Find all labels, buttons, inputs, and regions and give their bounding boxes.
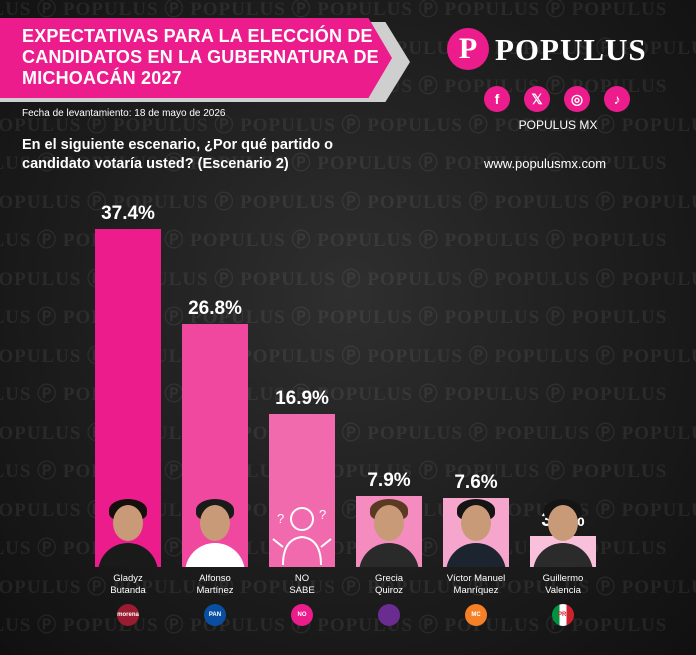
candidate-name-line: Víctor Manuel [446, 573, 506, 584]
party-logo: MC [465, 604, 487, 626]
watermark-row: Ⓟ POPULUS Ⓟ POPULUS Ⓟ POPULUS Ⓟ POPULUS … [0, 230, 668, 251]
party-logo: PRI [552, 604, 574, 626]
candidate-name-line: Grecia [375, 573, 403, 584]
candidate-name: Alfonso Martínez [170, 573, 260, 597]
watermark-row: Ⓟ POPULUS Ⓟ POPULUS Ⓟ POPULUS Ⓟ POPULUS … [0, 0, 668, 20]
survey-question: En el siguiente escenario, ¿Por qué part… [22, 137, 334, 172]
candidate-name: Grecia Quiroz [344, 573, 434, 597]
candidate-name-line: Butanda [110, 585, 146, 596]
website-link[interactable]: www.populusmx.com [484, 156, 607, 171]
candidate-name: Gladyz Butanda [83, 573, 173, 597]
candidate-photo [95, 499, 161, 567]
candidate-photo [356, 499, 422, 567]
candidate-name-line: Quiroz [375, 585, 403, 596]
candidate-name: Víctor Manuel Manríquez [431, 573, 521, 597]
candidate-photo [443, 499, 509, 567]
svg-text:?: ? [277, 511, 284, 526]
survey-date: Fecha de levantamiento: 18 de mayo de 20… [22, 108, 226, 119]
watermark-row: Ⓟ POPULUS Ⓟ POPULUS Ⓟ POPULUS Ⓟ POPULUS … [0, 307, 668, 328]
facebook-icon[interactable]: f [484, 86, 510, 112]
candidate-name: Guillermo Valencia [518, 573, 608, 597]
candidate-photo [530, 499, 596, 567]
candidate-name-line: Manríquez [453, 585, 499, 596]
bar-value-label: 26.8% [188, 298, 242, 320]
candidate-name-line: Martínez [196, 585, 234, 596]
bar-value-label: 37.4% [101, 202, 155, 224]
candidate-name-line: Gladyz [113, 573, 143, 584]
candidate-name-line: NO [294, 573, 310, 584]
logo-mark: P [447, 28, 489, 70]
party-logo: morena [117, 604, 139, 626]
logo-text: POPULUS [495, 32, 647, 67]
candidate-photo [182, 499, 248, 567]
tiktok-icon[interactable]: ♪ [604, 86, 630, 112]
party-logo: NO SABE [291, 604, 313, 626]
party-logo [378, 604, 400, 626]
candidate-name: NO SABE [257, 573, 347, 597]
title-banner [0, 18, 392, 98]
bar-value-label: 7.9% [367, 469, 411, 491]
bar-value-label: 7.6% [454, 472, 498, 494]
candidate-name-line: SABE [289, 585, 315, 596]
brand-handle: POPULUS MX [518, 118, 598, 132]
party-logo: PAN [204, 604, 226, 626]
svg-text:?: ? [319, 507, 326, 522]
unsure-person-icon: ?? [269, 499, 335, 567]
chart-title: EXPECTATIVAS PARA LA ELECCIÓN DE CANDIDA… [22, 26, 379, 88]
candidate-name-line: Guillermo [542, 573, 584, 584]
instagram-icon[interactable]: ◎ [564, 86, 590, 112]
x-icon[interactable]: 𝕏 [524, 86, 550, 112]
bar [269, 414, 335, 567]
bar-value-label: 16.9% [275, 388, 329, 410]
candidate-name-line: Alfonso [199, 573, 231, 584]
candidate-name-line: Valencia [545, 585, 581, 596]
